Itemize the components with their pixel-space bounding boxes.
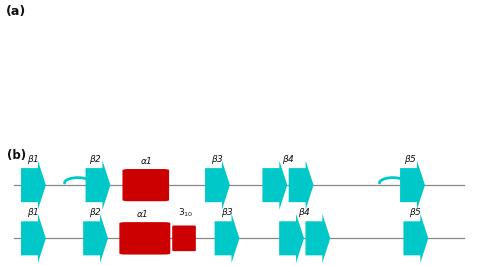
Text: $\beta$4: $\beta$4 <box>298 206 311 219</box>
Text: $\beta$3: $\beta$3 <box>211 153 224 166</box>
Polygon shape <box>83 214 108 263</box>
Polygon shape <box>400 161 425 210</box>
Polygon shape <box>21 161 46 210</box>
Text: $\alpha$1: $\alpha$1 <box>140 155 152 166</box>
FancyBboxPatch shape <box>120 222 170 255</box>
FancyBboxPatch shape <box>172 226 196 251</box>
Text: $\beta$5: $\beta$5 <box>409 206 423 219</box>
Polygon shape <box>215 214 239 263</box>
Text: 3$_{10}$: 3$_{10}$ <box>178 207 193 219</box>
Text: (a): (a) <box>6 5 26 18</box>
Polygon shape <box>86 161 110 210</box>
Polygon shape <box>262 161 287 210</box>
Text: $\beta$3: $\beta$3 <box>221 206 233 219</box>
Polygon shape <box>305 214 330 263</box>
Polygon shape <box>205 161 230 210</box>
Polygon shape <box>21 214 46 263</box>
Polygon shape <box>279 214 304 263</box>
Text: $\beta$2: $\beta$2 <box>89 206 102 219</box>
Text: $\beta$5: $\beta$5 <box>403 153 417 166</box>
Polygon shape <box>403 214 428 263</box>
Text: $\beta$1: $\beta$1 <box>27 206 40 219</box>
FancyBboxPatch shape <box>122 169 169 201</box>
Text: (b): (b) <box>7 149 26 162</box>
Text: $\beta$4: $\beta$4 <box>282 153 294 166</box>
Polygon shape <box>289 161 314 210</box>
Text: $\beta$1: $\beta$1 <box>27 153 40 166</box>
Text: $\alpha$1: $\alpha$1 <box>136 208 149 219</box>
Text: $\beta$2: $\beta$2 <box>89 153 102 166</box>
